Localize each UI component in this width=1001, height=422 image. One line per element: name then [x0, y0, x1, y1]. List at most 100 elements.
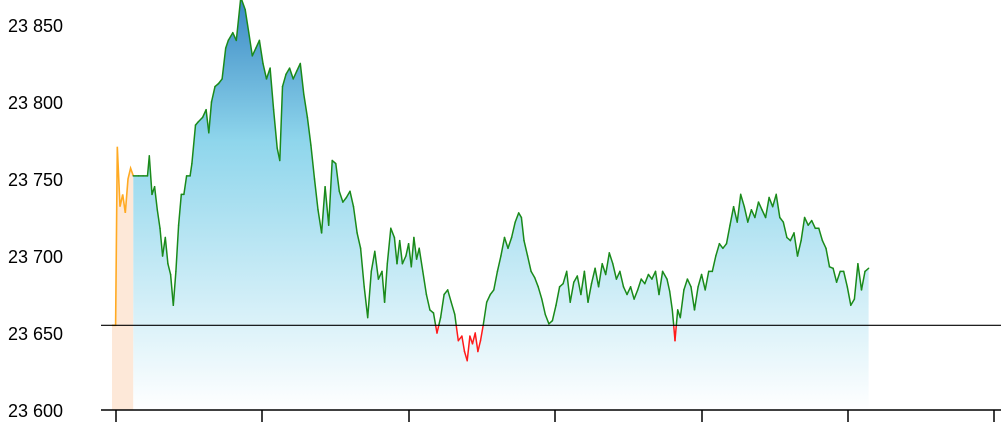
series-line-layer [112, 0, 870, 362]
series-line-segment [555, 286, 561, 307]
series-line-segment [507, 236, 513, 250]
series-line-segment [324, 185, 330, 226]
series-line-segment [573, 275, 579, 283]
series-line-segment [438, 316, 442, 327]
series-line-segment [366, 270, 373, 319]
series-line-segment [807, 219, 813, 226]
series-line-segment [167, 262, 172, 276]
series-line-segment [303, 93, 309, 119]
series-line-segment [775, 193, 781, 219]
series-line-segment [175, 224, 180, 273]
series-line-segment [169, 273, 175, 307]
series-line-segment [396, 239, 401, 265]
series-line-segment [604, 252, 611, 276]
series-line-segment [629, 286, 635, 300]
series-line-segment [205, 108, 210, 134]
series-line-segment [374, 250, 380, 280]
series-line-segment [771, 193, 777, 208]
series-line-segment [500, 236, 506, 257]
series-line-segment [235, 0, 242, 42]
series-line-segment [654, 270, 660, 296]
series-line-segment [398, 239, 404, 265]
series-line-segment [739, 193, 746, 208]
series-line-segment [821, 239, 827, 250]
series-line-segment [704, 270, 710, 291]
series-line-segment [255, 39, 261, 49]
series-line-segment [835, 270, 841, 283]
series-line-segment [647, 273, 653, 280]
series-line-segment [251, 47, 257, 57]
y-tick-label: 23 650 [8, 324, 63, 344]
series-line-segment [793, 232, 799, 257]
series-line-segment [386, 227, 392, 265]
series-line-segment [533, 276, 539, 288]
series-line-segment [857, 262, 863, 291]
series-line-segment [551, 304, 557, 322]
series-line-segment [690, 286, 696, 311]
series-line-segment [454, 313, 457, 327]
area-fill [133, 0, 869, 410]
series-line-segment [210, 85, 216, 103]
series-line-segment [736, 193, 742, 223]
series-line-segment [429, 309, 435, 314]
series-line-segment [732, 205, 738, 223]
series-line-segment [258, 39, 264, 65]
series-line-segment [608, 252, 614, 265]
series-line-segment [782, 221, 788, 239]
series-line-segment [156, 209, 161, 230]
series-line-segment [747, 209, 753, 223]
series-line-segment [191, 124, 197, 165]
series-line-segment [224, 39, 230, 49]
series-line-segment [493, 270, 499, 291]
series-line-segment [842, 270, 849, 288]
series-line-segment [177, 193, 183, 226]
series-line-segment [425, 293, 431, 311]
series-line-segment [422, 270, 428, 296]
y-tick-label: 23 700 [8, 247, 63, 267]
series-line-segment [583, 270, 589, 303]
series-line-segment [345, 190, 351, 199]
series-line-segment [715, 242, 721, 257]
series-line-segment [594, 267, 600, 288]
series-line-segment [590, 267, 596, 285]
series-line-segment [446, 289, 452, 303]
series-line-segment [450, 301, 456, 316]
series-line-segment [548, 319, 554, 325]
series-line-segment [764, 196, 770, 219]
series-line-segment [285, 67, 291, 76]
series-line-segment [622, 286, 628, 296]
series-line-segment [818, 227, 824, 242]
series-line-segment [864, 267, 870, 273]
series-line-segment [306, 116, 312, 146]
series-line-segment [310, 144, 316, 180]
series-line-segment [269, 67, 275, 111]
series-line-segment [580, 270, 586, 296]
series-line-segment [510, 221, 516, 239]
series-line-segment [432, 312, 437, 327]
series-line-segment [619, 270, 625, 288]
series-line-segment [410, 236, 415, 268]
series-line-segment [729, 205, 735, 226]
series-line-segment [208, 101, 213, 134]
series-line-segment [335, 162, 341, 193]
series-line-segment [544, 313, 550, 325]
series-line-segment [626, 286, 632, 296]
series-line-segment [272, 108, 278, 149]
series-line-segment [407, 242, 413, 268]
series-line-segment [520, 216, 525, 242]
series-line-segment [636, 278, 642, 291]
series-line-segment [477, 339, 482, 353]
series-line-segment [850, 298, 856, 307]
area-fill-layer [133, 0, 869, 410]
series-line-segment [615, 270, 621, 280]
series-line-segment [633, 289, 639, 300]
series-line-segment [743, 205, 749, 223]
series-line-segment [363, 286, 369, 319]
series-line-segment [159, 227, 164, 257]
series-line-segment [148, 155, 153, 196]
y-tick-label: 23 800 [8, 93, 63, 113]
series-line-segment [800, 216, 806, 242]
y-tick-label: 23 600 [8, 401, 63, 421]
series-line-segment [281, 73, 287, 88]
